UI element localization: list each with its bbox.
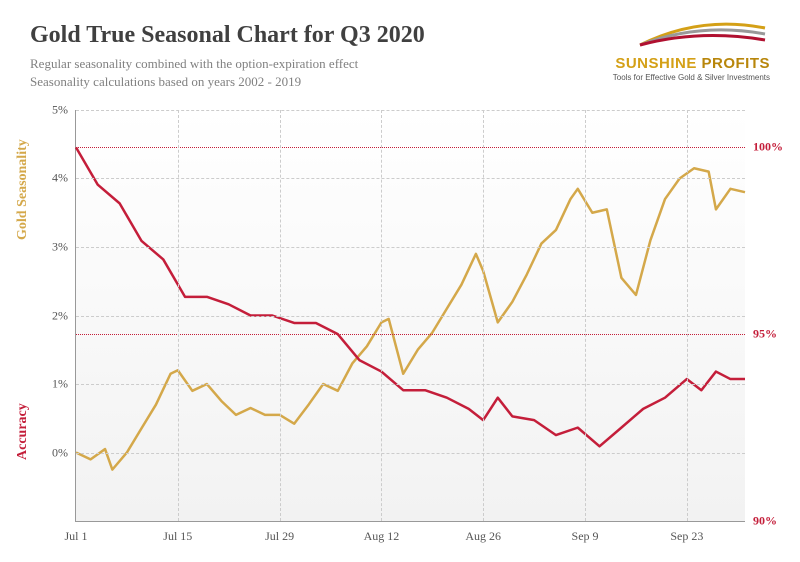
brand-logo: SUNSHINE PROFITS Tools for Effective Gol… bbox=[613, 20, 770, 82]
y2-tick-label: 90% bbox=[753, 514, 777, 529]
gridline-vertical bbox=[687, 110, 688, 521]
logo-word-2: PROFITS bbox=[697, 55, 770, 72]
gridline-vertical bbox=[483, 110, 484, 521]
logo-swoosh-icon bbox=[630, 20, 770, 50]
x-tick-label: Jul 1 bbox=[64, 529, 87, 544]
series-gold-seasonality bbox=[76, 168, 745, 469]
logo-text: SUNSHINE PROFITS bbox=[613, 55, 770, 72]
y-axis-left-label: Gold Seasonality bbox=[15, 139, 31, 240]
y1-tick-label: 1% bbox=[52, 376, 68, 391]
x-tick-label: Jul 15 bbox=[163, 529, 192, 544]
chart-plot-area: 0%1%2%3%4%5%90%95%100%Jul 1Jul 15Jul 29A… bbox=[75, 110, 745, 522]
x-tick-label: Aug 26 bbox=[465, 529, 501, 544]
x-tick-label: Sep 23 bbox=[670, 529, 703, 544]
gridline-horizontal bbox=[76, 247, 745, 248]
gridline-horizontal bbox=[76, 178, 745, 179]
y1-tick-label: 2% bbox=[52, 308, 68, 323]
gridline-horizontal bbox=[76, 110, 745, 111]
gridline-horizontal bbox=[76, 453, 745, 454]
y1-tick-label: 4% bbox=[52, 171, 68, 186]
gridline-vertical bbox=[280, 110, 281, 521]
y1-tick-label: 5% bbox=[52, 103, 68, 118]
gridline-vertical bbox=[381, 110, 382, 521]
gridline-vertical bbox=[178, 110, 179, 521]
logo-tagline: Tools for Effective Gold & Silver Invest… bbox=[613, 73, 770, 82]
gridline-red bbox=[76, 147, 745, 148]
gridline-horizontal bbox=[76, 384, 745, 385]
series-accuracy bbox=[76, 147, 745, 446]
y-axis-right-label: Accuracy bbox=[15, 403, 31, 460]
y2-tick-label: 100% bbox=[753, 140, 783, 155]
gridline-red bbox=[76, 334, 745, 335]
gridline-horizontal bbox=[76, 316, 745, 317]
gridline-vertical bbox=[585, 110, 586, 521]
x-tick-label: Jul 29 bbox=[265, 529, 294, 544]
x-tick-label: Sep 9 bbox=[572, 529, 599, 544]
y1-tick-label: 0% bbox=[52, 445, 68, 460]
x-tick-label: Aug 12 bbox=[364, 529, 400, 544]
logo-word-1: SUNSHINE bbox=[615, 55, 697, 72]
y1-tick-label: 3% bbox=[52, 239, 68, 254]
y2-tick-label: 95% bbox=[753, 327, 777, 342]
